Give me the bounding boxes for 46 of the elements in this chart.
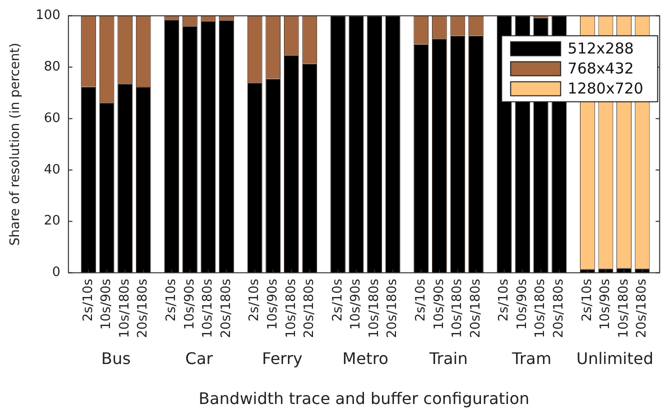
x-tick-label: 10s/90s — [432, 278, 447, 330]
text: Bus — [101, 349, 131, 368]
x-tick-label: 2s/10s — [164, 278, 180, 322]
y-axis-title: Share of resolution (in percent) — [8, 42, 24, 246]
y-tick-label: 80 — [44, 60, 60, 75]
x-tick-label: 20s/180s — [136, 278, 151, 338]
x-tick-label: 2s/10s — [247, 278, 262, 322]
legend-label: 1280x720 — [568, 80, 644, 98]
x-tick-label: 10s/180s — [533, 278, 548, 338]
x-tick-label: 10s/180s — [284, 278, 299, 338]
text: Train — [428, 349, 468, 368]
text: Metro — [342, 349, 388, 368]
x-tick-label: 20s/180s — [468, 278, 484, 338]
text: Car — [185, 349, 214, 368]
text: Unlimited — [576, 349, 654, 368]
x-tick-label: 20s/180s — [302, 278, 318, 338]
x-tick-label: 20s/180s — [218, 278, 234, 338]
x-tick-label: 2s/10s — [496, 278, 512, 322]
x-tick-label: 20s/180s — [634, 278, 650, 338]
y-tick-label: 60 — [44, 110, 60, 126]
x-tick-label: 10s/180s — [450, 278, 466, 338]
x-tick-label: 10s/180s — [117, 278, 132, 338]
y-tick-label: 0 — [52, 265, 60, 280]
x-tick-label: 2s/10s — [580, 278, 595, 322]
x-tick-label: 20s/180s — [385, 278, 400, 338]
x-tick-label: 10s/180s — [616, 278, 632, 338]
x-tick-label: 10s/90s — [182, 278, 198, 330]
x-tick-label: 10s/90s — [598, 278, 614, 330]
x-tick-label: 2s/10s — [330, 278, 346, 322]
x-tick-label: 10s/90s — [514, 278, 530, 330]
text: Tram — [511, 349, 552, 368]
x-tick-label: 2s/10s — [80, 278, 96, 322]
x-tick-label: 10s/180s — [200, 278, 216, 338]
x-tick-label: 2s/10s — [414, 278, 429, 322]
x-tick-label: 20s/180s — [552, 278, 566, 338]
legend-label: 768x432 — [568, 60, 634, 78]
y-tick-label: 100 — [36, 8, 60, 24]
x-tick-label: 10s/90s — [265, 278, 280, 330]
x-tick-label: 10s/90s — [348, 278, 364, 330]
x-tick-label: 10s/90s — [99, 278, 114, 330]
x-axis-title: Bandwidth trace and buffer configuration — [198, 389, 530, 408]
x-tick-label: 10s/180s — [366, 278, 382, 338]
y-tick-label: 40 — [44, 162, 60, 178]
text: Ferry — [262, 349, 302, 368]
y-tick-label: 20 — [44, 214, 60, 229]
legend-label: 512x288 — [568, 40, 634, 58]
